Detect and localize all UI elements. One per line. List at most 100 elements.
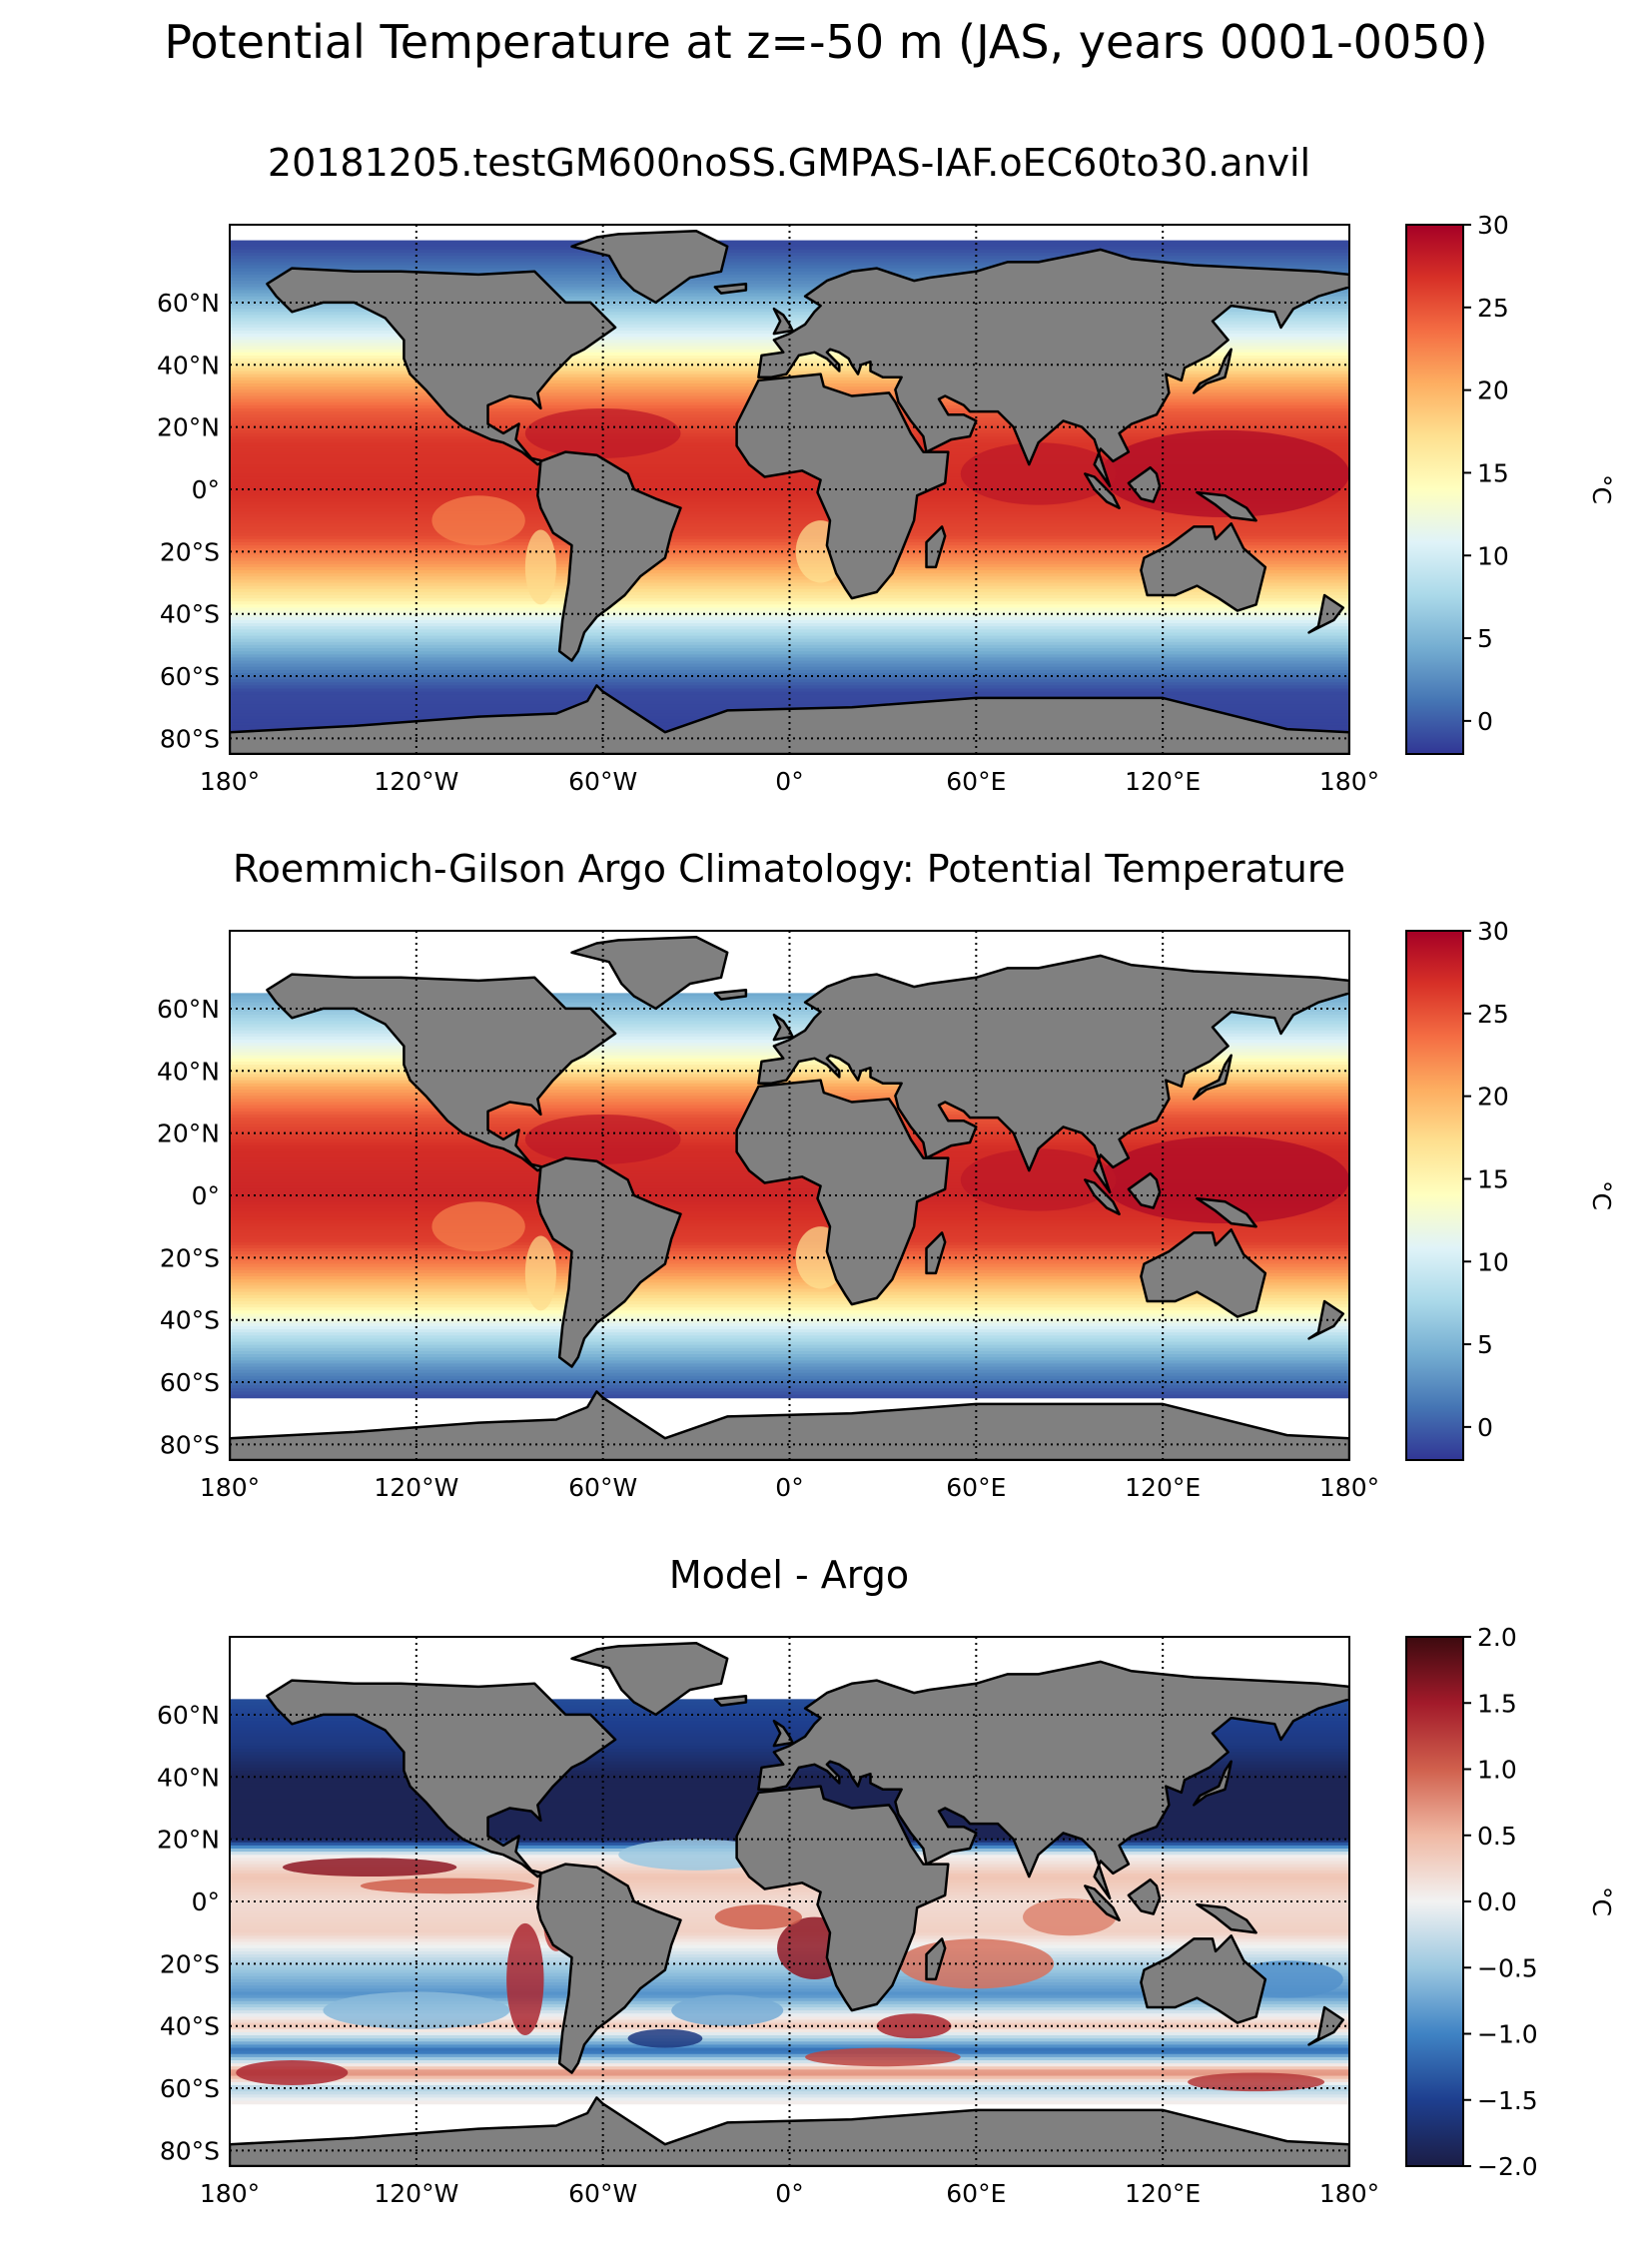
temperature-patch bbox=[960, 1148, 1117, 1211]
field-band bbox=[230, 626, 1349, 630]
y-tick-label: 60°N bbox=[157, 995, 220, 1024]
field-band bbox=[230, 1363, 1349, 1368]
land-madagascar bbox=[925, 525, 947, 569]
map-frame bbox=[229, 930, 1350, 1461]
field-band bbox=[230, 644, 1349, 649]
x-tick-label: 60°W bbox=[568, 767, 637, 796]
land-greenland bbox=[570, 935, 729, 1011]
field-band bbox=[230, 2041, 1349, 2046]
field-band bbox=[230, 1783, 1349, 1788]
land-new-zealand bbox=[1307, 1299, 1345, 1340]
field-band bbox=[230, 554, 1349, 559]
y-tick-label: 60°S bbox=[160, 662, 220, 691]
land-borneo bbox=[1127, 1171, 1162, 1209]
field-band bbox=[230, 2063, 1349, 2067]
x-tick-label: 180° bbox=[1319, 767, 1379, 796]
colorbar-tick-label: 10 bbox=[1477, 541, 1509, 570]
land-new-zealand bbox=[1307, 593, 1345, 634]
field-band bbox=[230, 1711, 1349, 1716]
field-band bbox=[230, 1276, 1349, 1280]
land-great-britain bbox=[772, 307, 794, 336]
field-band bbox=[230, 2038, 1349, 2042]
field-band bbox=[230, 629, 1349, 634]
figure-title: Potential Temperature at z=-50 m (JAS, y… bbox=[164, 15, 1488, 69]
x-tick-label: 60°E bbox=[946, 2179, 1006, 2208]
field-band bbox=[230, 312, 1349, 317]
anomaly-patch bbox=[618, 1839, 774, 1871]
field-band bbox=[230, 281, 1349, 285]
field-band bbox=[230, 1885, 1349, 1890]
field-band bbox=[230, 1195, 1349, 1199]
y-tick-label: 20°S bbox=[160, 1949, 220, 1978]
colorbar-label: °C bbox=[1587, 1886, 1616, 1916]
field-band bbox=[230, 999, 1349, 1004]
y-tick-label: 40°N bbox=[157, 351, 220, 379]
field-band bbox=[230, 1382, 1349, 1386]
land-north-america bbox=[266, 973, 617, 1172]
field-band bbox=[230, 1901, 1349, 1905]
field-band bbox=[230, 1198, 1349, 1202]
colorbar-tick-label: 5 bbox=[1477, 624, 1493, 653]
colorbar-label: °C bbox=[1587, 474, 1616, 504]
colorbar-tick-label: 0.0 bbox=[1477, 1887, 1517, 1916]
field-band bbox=[230, 1335, 1349, 1340]
y-tick-label: 40°S bbox=[160, 600, 220, 629]
field-band bbox=[230, 1388, 1349, 1393]
field-band bbox=[230, 1991, 1349, 1996]
field-band bbox=[230, 2075, 1349, 2080]
panel-3-title: Model - Argo bbox=[668, 1553, 910, 1597]
field-band bbox=[230, 651, 1349, 655]
field-band bbox=[230, 306, 1349, 310]
map-frame bbox=[229, 224, 1350, 755]
colorbar bbox=[1405, 1636, 1464, 2167]
anomaly-patch bbox=[627, 2028, 703, 2048]
field-band bbox=[230, 1718, 1349, 1722]
anomaly-patch bbox=[805, 2047, 961, 2067]
field-band bbox=[230, 2100, 1349, 2105]
field-band bbox=[230, 579, 1349, 584]
field-band bbox=[230, 1904, 1349, 1908]
panel-2-title: Roemmich-Gilson Argo Climatology: Potent… bbox=[232, 847, 1346, 891]
field-band bbox=[230, 1207, 1349, 1212]
field-band bbox=[230, 532, 1349, 537]
field-band bbox=[230, 1982, 1349, 1986]
land-great-britain bbox=[772, 1719, 794, 1748]
land-new-zealand bbox=[1307, 2005, 1345, 2046]
colorbar-tick-label: 15 bbox=[1477, 458, 1509, 487]
land-australia bbox=[1140, 1934, 1267, 2024]
field-band bbox=[230, 548, 1349, 552]
field-band bbox=[230, 598, 1349, 602]
field-band bbox=[230, 479, 1349, 484]
y-tick-label: 80°S bbox=[160, 1430, 220, 1459]
land-north-america bbox=[266, 1679, 617, 1879]
y-tick-label: 20°N bbox=[157, 1826, 220, 1855]
field-band bbox=[230, 2035, 1349, 2039]
colorbar bbox=[1405, 224, 1464, 755]
x-tick-label: 60°E bbox=[946, 767, 1006, 796]
field-band bbox=[230, 604, 1349, 609]
anomaly-patch bbox=[282, 1858, 457, 1878]
colorbar-tick-label: −0.5 bbox=[1477, 1953, 1538, 1982]
anomaly-patch bbox=[323, 1991, 510, 2029]
land-antarctica bbox=[230, 2096, 1349, 2166]
field-band bbox=[230, 591, 1349, 596]
field-band bbox=[230, 638, 1349, 643]
x-tick-label: 120°W bbox=[374, 767, 458, 796]
land-iceland bbox=[713, 282, 748, 295]
x-tick-label: 120°W bbox=[374, 1473, 458, 1502]
field-band bbox=[230, 1699, 1349, 1704]
field-band bbox=[230, 309, 1349, 313]
field-band bbox=[230, 545, 1349, 549]
field-band bbox=[230, 1891, 1349, 1896]
field-band bbox=[230, 1985, 1349, 1989]
y-tick-label: 60°S bbox=[160, 2074, 220, 2103]
y-tick-label: 40°S bbox=[160, 2012, 220, 2041]
x-tick-label: 120°E bbox=[1125, 2179, 1201, 2208]
anomaly-patch bbox=[360, 1878, 535, 1894]
colorbar-tick-label: −1.5 bbox=[1477, 2086, 1538, 2115]
field-band bbox=[230, 526, 1349, 531]
field-band bbox=[230, 1724, 1349, 1729]
field-band bbox=[230, 1254, 1349, 1258]
land-japan bbox=[1193, 1054, 1233, 1101]
land-antarctica bbox=[230, 684, 1349, 754]
